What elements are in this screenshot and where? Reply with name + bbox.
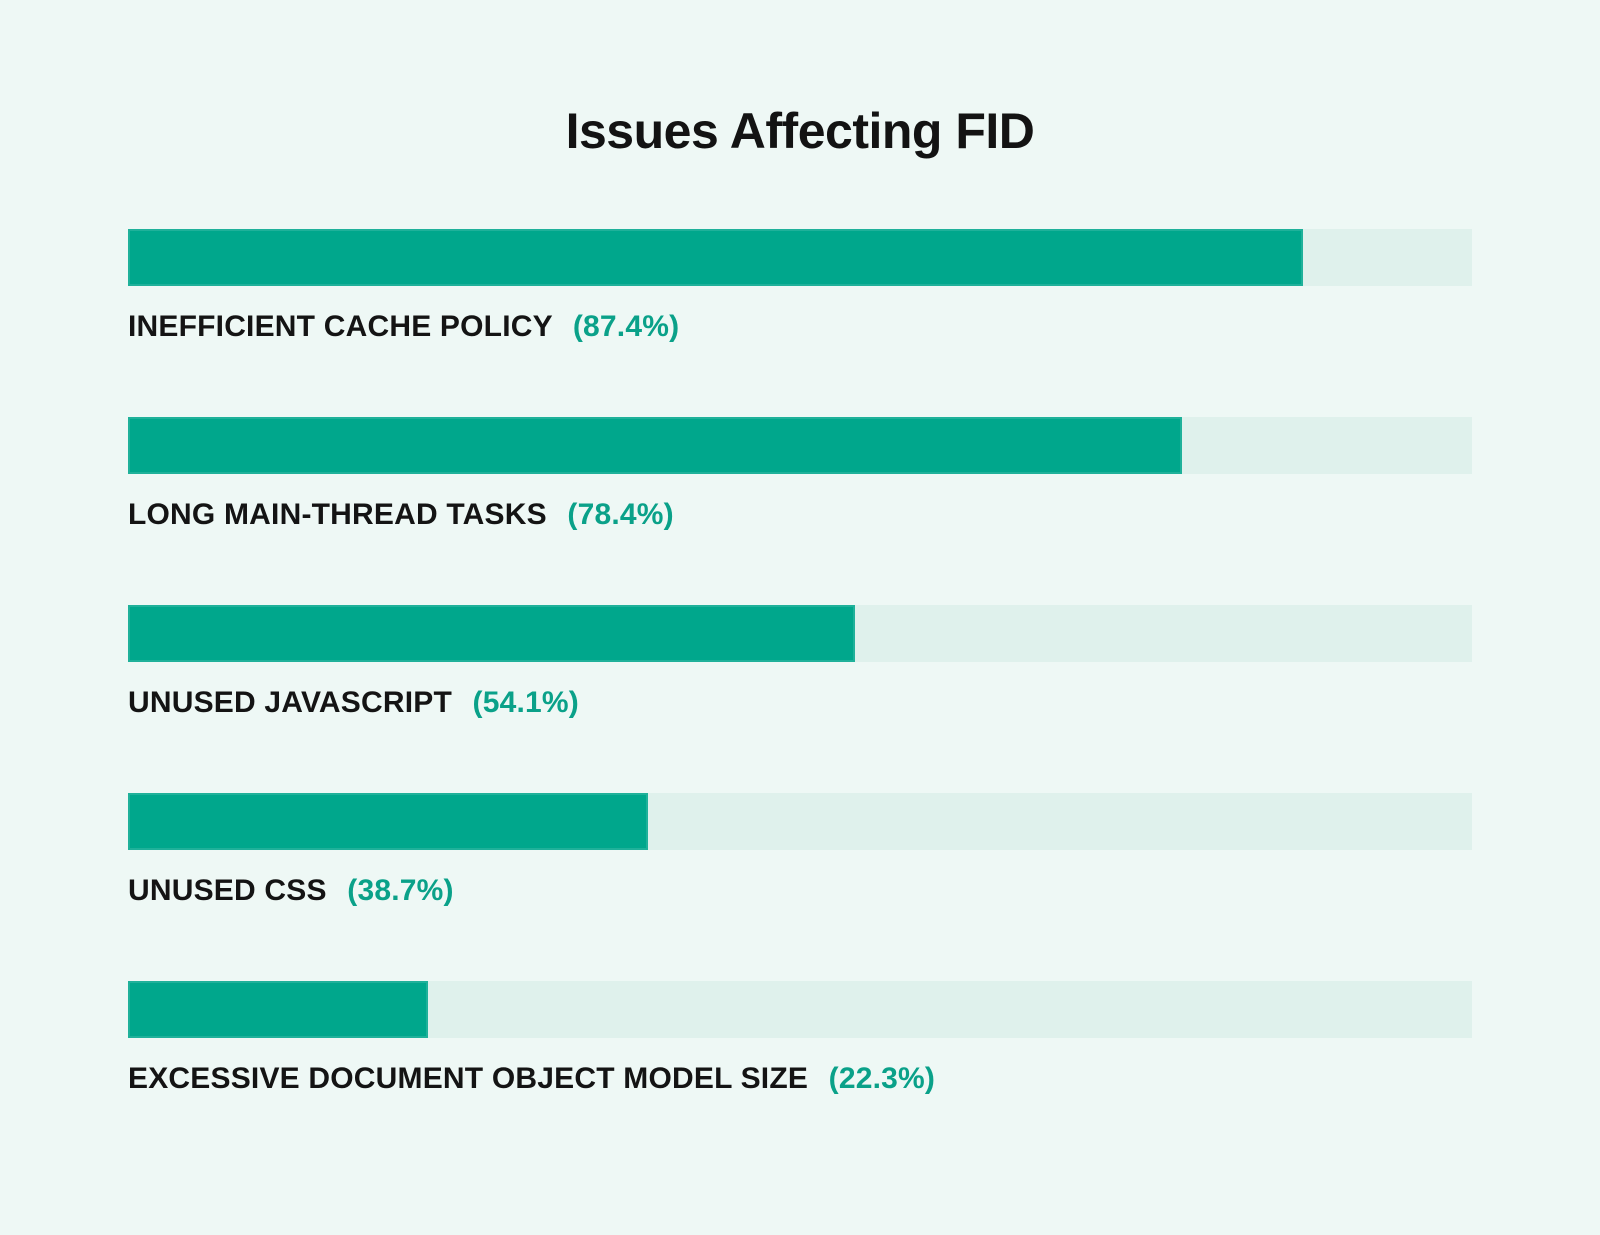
bar-label: UNUSED CSS (38.7%)	[128, 876, 1472, 906]
bar-row: INEFFICIENT CACHE POLICY (87.4%)	[128, 229, 1472, 342]
bar-label: UNUSED JAVASCRIPT (54.1%)	[128, 688, 1472, 718]
bar-category-label: INEFFICIENT CACHE POLICY	[128, 310, 553, 343]
bar-value-label: (87.4%)	[572, 310, 680, 343]
bar-value-label: (54.1%)	[472, 686, 579, 719]
bar-value-label: (22.3%)	[828, 1062, 936, 1095]
bar-row: UNUSED JAVASCRIPT (54.1%)	[128, 605, 1472, 718]
bar-chart: INEFFICIENT CACHE POLICY (87.4%) LONG MA…	[128, 156, 1472, 1094]
bar-fill	[128, 605, 856, 662]
chart-title: Issues Affecting FID	[565, 103, 1035, 159]
bar-value-label: (38.7%)	[347, 874, 454, 907]
bar-category-label: UNUSED JAVASCRIPT	[128, 686, 452, 719]
bar-track	[128, 229, 1472, 286]
bar-track	[128, 605, 1472, 662]
bar-value-label: (78.4%)	[567, 498, 674, 531]
bar-label: EXCESSIVE DOCUMENT OBJECT MODEL SIZE (22…	[128, 1064, 1472, 1094]
bar-row: EXCESSIVE DOCUMENT OBJECT MODEL SIZE (22…	[128, 981, 1472, 1094]
bar-fill	[128, 981, 428, 1038]
bar-category-label: LONG MAIN-THREAD TASKS	[128, 498, 547, 531]
bar-label: LONG MAIN-THREAD TASKS (78.4%)	[128, 500, 1472, 530]
bar-category-label: EXCESSIVE DOCUMENT OBJECT MODEL SIZE	[128, 1062, 809, 1095]
bar-fill	[128, 793, 649, 850]
bar-category-label: UNUSED CSS	[128, 874, 327, 907]
bar-label: INEFFICIENT CACHE POLICY (87.4%)	[128, 312, 1472, 342]
bar-track	[128, 793, 1472, 850]
bar-track	[128, 981, 1472, 1038]
bar-track	[128, 417, 1472, 474]
bar-row: LONG MAIN-THREAD TASKS (78.4%)	[128, 417, 1472, 530]
bar-fill	[128, 229, 1303, 286]
bar-row: UNUSED CSS (38.7%)	[128, 793, 1472, 906]
bar-fill	[128, 417, 1182, 474]
